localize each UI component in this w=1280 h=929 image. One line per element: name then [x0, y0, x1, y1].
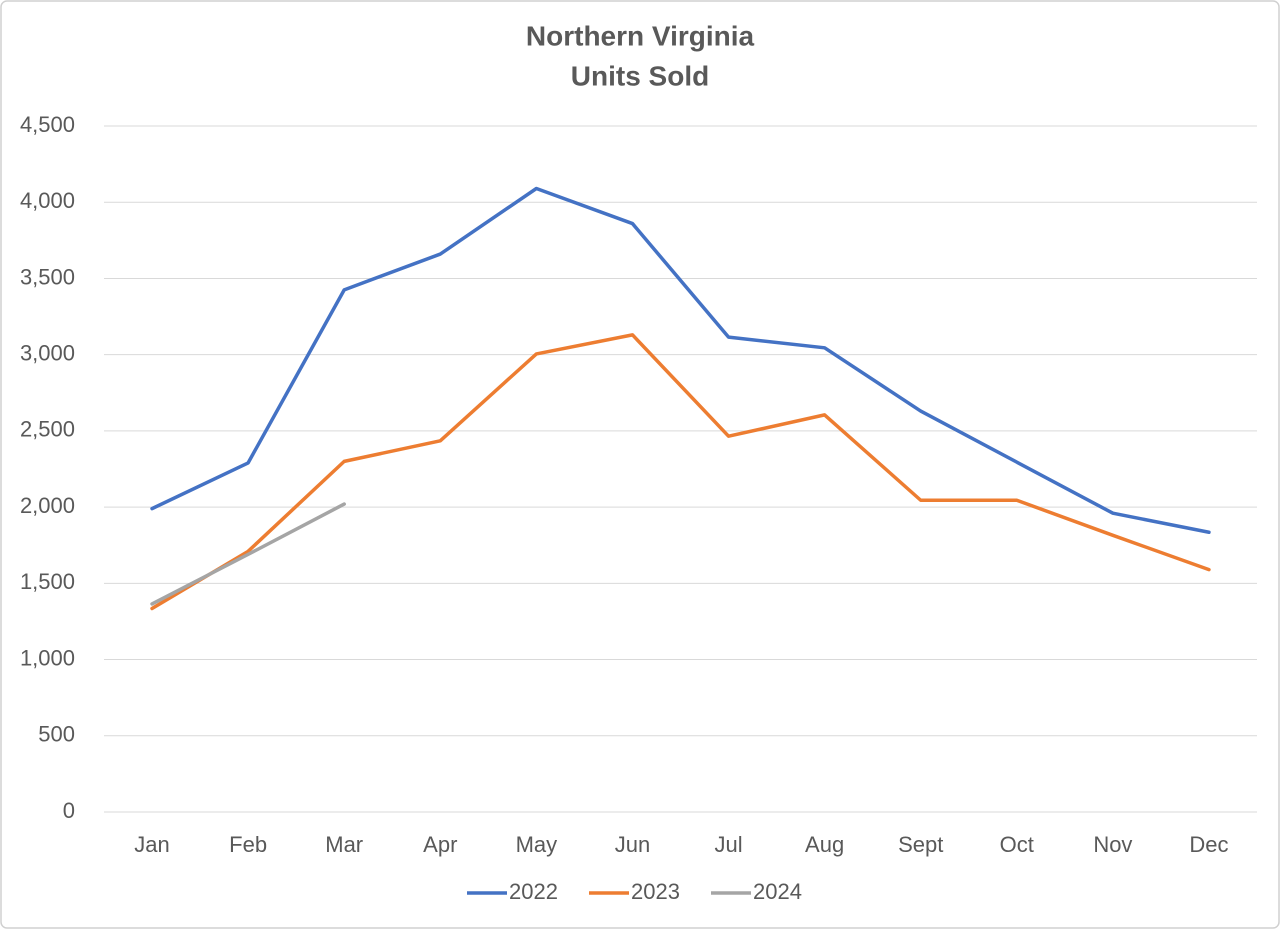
y-tick-label: 0 — [63, 798, 75, 823]
x-tick-label: Nov — [1093, 832, 1132, 857]
y-tick-label: 2,000 — [20, 493, 75, 518]
legend-label: 2022 — [509, 879, 558, 904]
x-tick-label: Feb — [229, 832, 267, 857]
y-tick-label: 1,000 — [20, 645, 75, 670]
y-tick-label: 4,500 — [20, 112, 75, 137]
x-tick-label: Aug — [805, 832, 844, 857]
legend-label: 2024 — [753, 879, 802, 904]
chart-title: Northern Virginia — [526, 20, 755, 51]
legend-label: 2023 — [631, 879, 680, 904]
x-tick-label: Sept — [898, 832, 943, 857]
y-tick-label: 1,500 — [20, 569, 75, 594]
y-tick-label: 4,000 — [20, 188, 75, 213]
line-series — [150, 186, 1211, 535]
x-tick-label: Apr — [423, 832, 457, 857]
x-tick-label: Dec — [1189, 832, 1228, 857]
y-tick-label: 3,000 — [20, 340, 75, 365]
x-tick-label: May — [516, 832, 558, 857]
x-tick-label: Jul — [714, 832, 742, 857]
line-series — [150, 502, 346, 606]
line-series — [150, 333, 1211, 611]
chart-subtitle: Units Sold — [571, 60, 709, 91]
x-tick-label: Jan — [134, 832, 169, 857]
x-tick-label: Jun — [615, 832, 650, 857]
y-tick-label: 2,500 — [20, 417, 75, 442]
y-tick-label: 500 — [38, 722, 75, 747]
x-tick-label: Oct — [1000, 832, 1034, 857]
x-tick-label: Mar — [325, 832, 363, 857]
y-tick-label: 3,500 — [20, 264, 75, 289]
